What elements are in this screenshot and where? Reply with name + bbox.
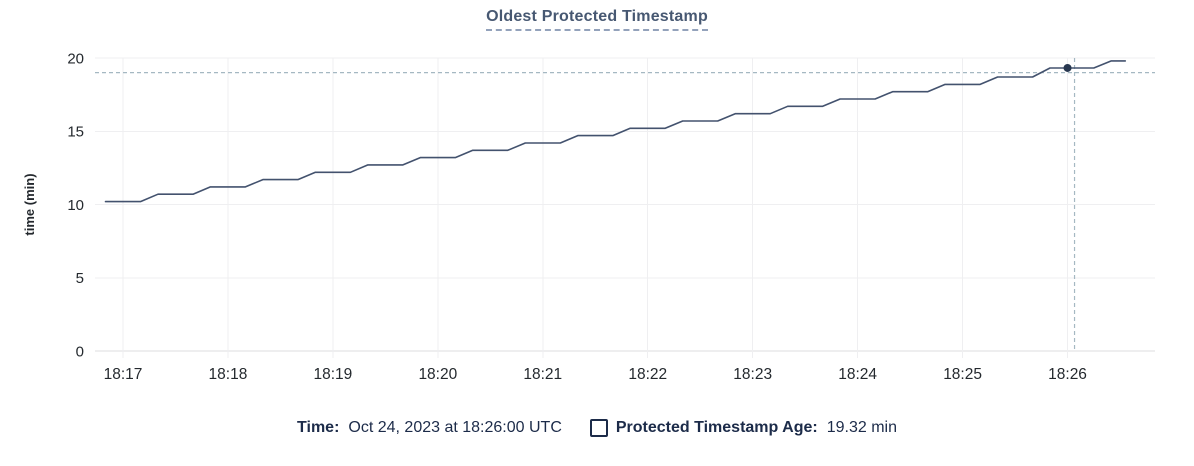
chart-title[interactable]: Oldest Protected Timestamp	[486, 8, 708, 31]
series-line-protected-timestamp-age	[104, 60, 1127, 203]
x-tick-label: 18:18	[209, 366, 248, 383]
legend-series-value: 19.32 min	[826, 419, 897, 436]
x-tick-label: 18:19	[313, 366, 352, 383]
y-tick-label: 10	[67, 197, 84, 214]
y-tick-label: 15	[67, 124, 84, 141]
y-tick-label: 5	[76, 270, 84, 287]
x-tick-label: 18:20	[418, 366, 457, 383]
legend-time: Time: Oct 24, 2023 at 18:26:00 UTC	[297, 419, 562, 437]
plot-area[interactable]	[95, 58, 1155, 351]
y-tick-label: 20	[67, 50, 84, 67]
y-tick-label: 0	[76, 343, 84, 360]
x-tick-label: 18:26	[1048, 366, 1087, 383]
y-axis-label: time (min)	[22, 173, 37, 235]
x-tick-label: 18:22	[628, 366, 667, 383]
legend-series-toggle[interactable]: Protected Timestamp Age: 19.32 min	[589, 419, 897, 437]
legend-series-label: Protected Timestamp Age:	[615, 419, 818, 436]
chart-title-row: Oldest Protected Timestamp	[0, 8, 1194, 31]
x-tick-label: 18:17	[104, 366, 143, 383]
x-tick-label: 18:24	[838, 366, 877, 383]
chart-legend: Time: Oct 24, 2023 at 18:26:00 UTC Prote…	[0, 419, 1194, 437]
x-tick-label: 18:21	[523, 366, 562, 383]
hover-point-dot	[1063, 63, 1072, 72]
legend-time-value: Oct 24, 2023 at 18:26:00 UTC	[348, 419, 562, 436]
legend-time-label: Time:	[297, 419, 340, 436]
x-tick-label: 18:23	[733, 366, 772, 383]
x-tick-label: 18:25	[943, 366, 982, 383]
series-checkbox[interactable]	[589, 419, 608, 437]
